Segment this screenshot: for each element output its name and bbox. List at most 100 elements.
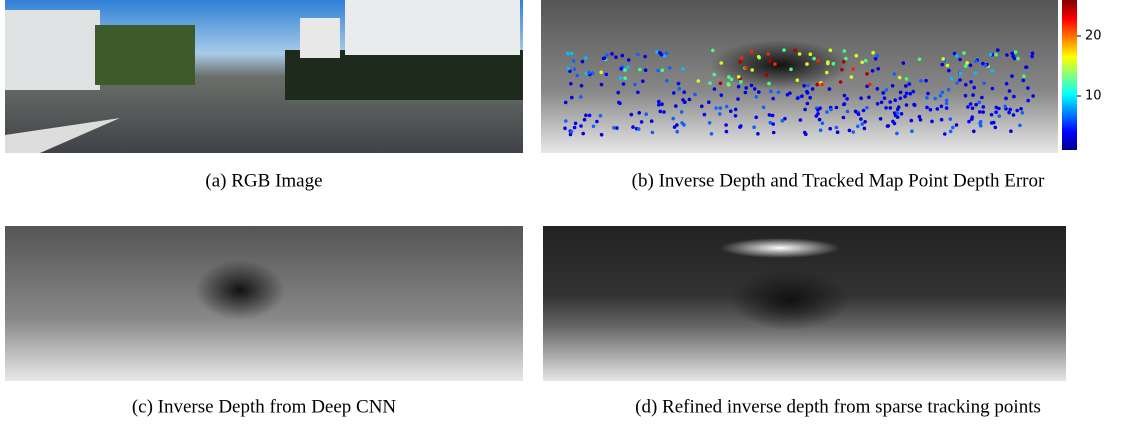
tracked-point bbox=[579, 95, 583, 99]
tracked-point bbox=[1008, 108, 1012, 112]
caption: (a) RGB Image bbox=[205, 170, 322, 191]
tracked-point bbox=[1009, 129, 1013, 133]
tracked-point bbox=[832, 62, 836, 66]
tracked-point bbox=[819, 128, 823, 132]
tracked-point bbox=[950, 77, 954, 81]
tracked-point bbox=[809, 52, 813, 56]
tracked-point bbox=[982, 81, 986, 85]
tracked-point bbox=[992, 121, 996, 125]
tracked-point bbox=[657, 103, 661, 107]
tracked-point bbox=[883, 96, 887, 100]
tracked-point bbox=[730, 78, 734, 82]
tracked-point bbox=[793, 49, 797, 53]
tracked-point bbox=[972, 86, 976, 90]
tracked-point bbox=[600, 83, 604, 87]
tracked-point bbox=[949, 117, 953, 121]
tracked-point bbox=[575, 74, 579, 78]
colorbar-tick-label: 20 bbox=[1085, 29, 1102, 44]
tracked-point bbox=[829, 108, 833, 112]
tracked-point bbox=[659, 110, 663, 114]
tracked-point bbox=[566, 52, 570, 56]
tracked-point bbox=[627, 58, 631, 62]
tracked-point bbox=[844, 57, 848, 61]
tracked-point bbox=[929, 108, 933, 112]
tracked-point bbox=[978, 101, 982, 105]
tracked-point bbox=[835, 106, 839, 110]
tracked-point bbox=[712, 73, 716, 77]
tracked-point bbox=[871, 51, 875, 55]
tracked-point bbox=[752, 125, 756, 129]
tracked-point bbox=[829, 49, 833, 53]
tracked-point bbox=[839, 80, 843, 84]
tracked-point bbox=[675, 130, 679, 134]
tracked-point bbox=[744, 86, 748, 90]
tracked-point bbox=[708, 81, 712, 85]
tracked-point bbox=[876, 102, 880, 106]
tracked-point bbox=[910, 119, 914, 123]
rgb-image bbox=[5, 0, 523, 153]
tracked-point bbox=[897, 105, 901, 109]
tracked-point bbox=[725, 105, 729, 109]
tracked-point bbox=[926, 92, 930, 96]
tracked-point bbox=[734, 108, 738, 112]
tracked-point bbox=[711, 49, 715, 53]
tracked-point bbox=[1016, 57, 1020, 61]
tracked-point bbox=[573, 126, 577, 130]
tracked-point bbox=[765, 73, 769, 77]
tracked-point bbox=[908, 82, 912, 86]
tracked-point bbox=[1012, 95, 1016, 99]
tracked-point bbox=[643, 55, 647, 59]
tracked-point bbox=[1010, 74, 1014, 78]
tracked-point bbox=[880, 101, 884, 105]
tracked-point bbox=[930, 120, 934, 124]
tracked-point bbox=[581, 132, 585, 136]
tracked-point bbox=[981, 110, 985, 114]
tracked-point bbox=[895, 132, 899, 136]
tracked-point bbox=[799, 118, 803, 122]
tracked-point bbox=[955, 54, 959, 58]
tracked-point bbox=[584, 72, 588, 76]
tracked-point bbox=[958, 78, 962, 82]
tracked-point bbox=[978, 110, 982, 114]
tracked-point bbox=[991, 87, 995, 91]
tracked-point bbox=[860, 61, 864, 65]
tracked-point bbox=[964, 64, 968, 68]
tracked-point bbox=[1003, 105, 1007, 109]
tracked-point bbox=[903, 95, 907, 99]
tracked-point bbox=[697, 79, 701, 83]
tracked-point bbox=[955, 123, 959, 127]
tracked-point bbox=[1026, 99, 1030, 103]
tracked-point bbox=[619, 67, 623, 71]
tracked-point bbox=[605, 73, 609, 77]
tracked-point bbox=[865, 106, 869, 110]
tracked-point bbox=[891, 120, 895, 124]
tracked-point bbox=[786, 93, 790, 97]
tracked-point bbox=[1026, 86, 1030, 90]
tracked-point bbox=[662, 110, 666, 114]
tracked-point bbox=[888, 100, 892, 104]
tracked-point bbox=[727, 75, 731, 79]
tracked-point bbox=[636, 53, 640, 57]
tracked-point bbox=[919, 118, 923, 122]
tracked-point bbox=[969, 80, 973, 84]
tracked-point bbox=[729, 109, 733, 113]
figure: (a) RGB Image (b) Inverse Depth and Trac… bbox=[0, 0, 1139, 428]
tracked-point bbox=[782, 48, 786, 52]
tracked-point bbox=[970, 117, 974, 121]
tracked-point bbox=[789, 68, 793, 72]
tracked-point bbox=[889, 106, 893, 110]
tracked-point bbox=[700, 105, 704, 109]
tracked-point bbox=[573, 67, 577, 71]
tracked-point bbox=[969, 102, 973, 106]
tracked-point bbox=[876, 54, 880, 58]
tracked-point bbox=[656, 69, 660, 73]
tracked-point bbox=[843, 49, 847, 53]
tracked-point bbox=[1019, 107, 1023, 111]
tracked-point bbox=[905, 77, 909, 81]
tracked-point bbox=[835, 126, 839, 130]
tracked-point bbox=[740, 56, 744, 60]
tracked-point bbox=[891, 84, 895, 88]
tracked-point bbox=[972, 130, 976, 134]
tracked-point bbox=[739, 60, 743, 64]
tracked-point bbox=[600, 133, 604, 137]
